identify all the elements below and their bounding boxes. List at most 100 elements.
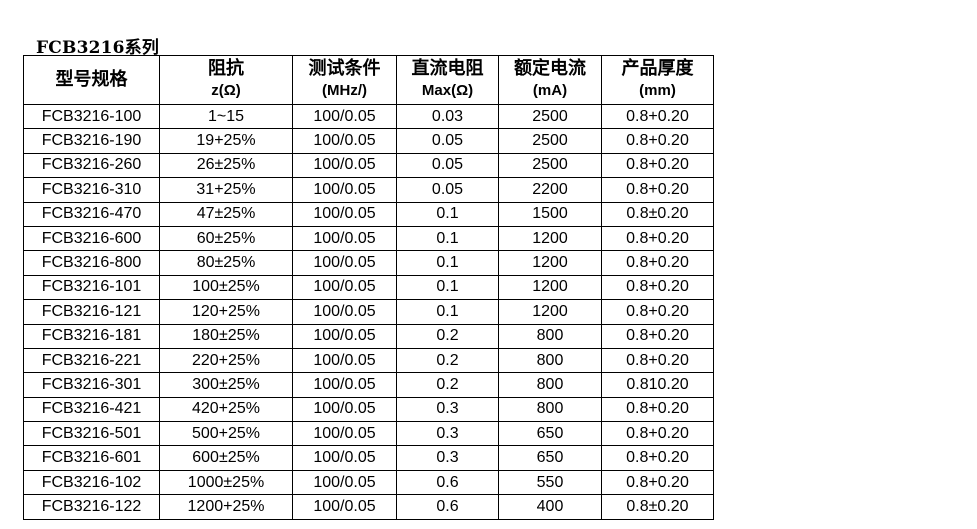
- cell-thickness: 0.8+0.20: [601, 225, 714, 252]
- cell-dc-resistance: 0.1: [396, 201, 499, 227]
- cell-impedance: 300±25%: [159, 372, 293, 398]
- table-row: FCB3216-121 120+25% 100/0.05 0.1 1200 0.8+0.2…: [23, 299, 714, 325]
- header-row: 型号规格 阻抗 z(Ω) 测试条件 (MHz/) 直流电阻 Max(Ω) 额定电流 (m…: [23, 55, 714, 105]
- cell-impedance: 47±25%: [159, 201, 293, 227]
- cell-dc-resistance: 0.3: [396, 396, 499, 423]
- cell-impedance: 31+25%: [159, 177, 293, 203]
- cell-model: FCB3216-190: [23, 128, 160, 154]
- cell-dc-resistance: 0.1: [396, 299, 499, 325]
- cell-rated-current: 2500: [498, 103, 602, 130]
- header-impedance: 阻抗 z(Ω): [159, 55, 293, 105]
- cell-dc-resistance: 0.05: [396, 152, 499, 179]
- cell-rated-current: 800: [498, 396, 602, 423]
- cell-rated-current: 2500: [498, 152, 602, 179]
- cell-thickness: 0.8+0.20: [601, 445, 714, 471]
- cell-test-condition: 100/0.05: [292, 347, 397, 374]
- table-row: FCB3216-421 420+25% 100/0.05 0.3 800 0.8+0.20: [23, 396, 714, 423]
- cell-dc-resistance: 0.03: [396, 103, 499, 130]
- cell-rated-current: 1200: [498, 250, 602, 276]
- cell-dc-resistance: 0.6: [396, 469, 499, 496]
- cell-thickness: 0.8+0.20: [601, 347, 714, 374]
- table-row: FCB3216-260 26±25% 100/0.05 0.05 2500 0.8+0.2…: [23, 152, 714, 179]
- cell-dc-resistance: 0.05: [396, 177, 499, 203]
- cell-model: FCB3216-501: [23, 421, 160, 447]
- cell-rated-current: 650: [498, 445, 602, 471]
- table-row: FCB3216-102 1000±25% 100/0.05 0.6 550 0.8+0.2…: [23, 469, 714, 496]
- cell-rated-current: 1200: [498, 299, 602, 325]
- cell-test-condition: 100/0.05: [292, 396, 397, 423]
- cell-model: FCB3216-221: [23, 347, 160, 374]
- table-row: FCB3216-800 80±25% 100/0.05 0.1 1200 0.8+0.20: [23, 250, 714, 276]
- cell-test-condition: 100/0.05: [292, 128, 397, 154]
- cell-dc-resistance: 0.05: [396, 128, 499, 154]
- cell-dc-resistance: 0.1: [396, 225, 499, 252]
- cell-model: FCB3216-601: [23, 445, 160, 471]
- cell-dc-resistance: 0.2: [396, 323, 499, 349]
- header-thickness: 产品厚度 (mm): [601, 55, 714, 105]
- cell-model: FCB3216-260: [23, 152, 160, 179]
- cell-model: FCB3216-600: [23, 225, 160, 252]
- table-row: FCB3216-470 47±25% 100/0.05 0.1 1500 0.8±0.20: [23, 201, 714, 227]
- cell-test-condition: 100/0.05: [292, 299, 397, 325]
- cell-impedance: 1~15: [159, 103, 293, 130]
- cell-test-condition: 100/0.05: [292, 445, 397, 471]
- cell-thickness: 0.8±0.20: [601, 201, 714, 227]
- cell-test-condition: 100/0.05: [292, 469, 397, 496]
- table-row: FCB3216-100 1~15 100/0.05 0.03 2500 0.8+0.20: [23, 103, 714, 130]
- cell-thickness: 0.8+0.20: [601, 128, 714, 154]
- table-row: FCB3216-301 300±25% 100/0.05 0.2 800 0.810.20: [23, 372, 714, 398]
- spec-table: 型号规格 阻抗 z(Ω) 测试条件 (MHz/) 直流电阻 Max(Ω) 额定电流 (m…: [23, 55, 714, 520]
- cell-impedance: 120+25%: [159, 299, 293, 325]
- cell-dc-resistance: 0.2: [396, 372, 499, 398]
- cell-model: FCB3216-101: [23, 274, 160, 301]
- header-dc-resistance: 直流电阻 Max(Ω): [396, 55, 499, 105]
- cell-test-condition: 100/0.05: [292, 201, 397, 227]
- cell-test-condition: 100/0.05: [292, 274, 397, 301]
- cell-dc-resistance: 0.1: [396, 250, 499, 276]
- header-model: 型号规格: [23, 55, 160, 105]
- cell-dc-resistance: 0.3: [396, 445, 499, 471]
- cell-model: FCB3216-121: [23, 299, 160, 325]
- table-row: FCB3216-600 60±25% 100/0.05 0.1 1200 0.8+0.20: [23, 225, 714, 252]
- cell-rated-current: 800: [498, 347, 602, 374]
- cell-impedance: 1000±25%: [159, 469, 293, 496]
- cell-impedance: 19+25%: [159, 128, 293, 154]
- cell-rated-current: 400: [498, 494, 602, 520]
- table-row: FCB3216-190 19+25% 100/0.05 0.05 2500 0.8+0.2…: [23, 128, 714, 154]
- cell-thickness: 0.8+0.20: [601, 274, 714, 301]
- cell-thickness: 0.8+0.20: [601, 396, 714, 423]
- cell-test-condition: 100/0.05: [292, 372, 397, 398]
- cell-impedance: 180±25%: [159, 323, 293, 349]
- cell-model: FCB3216-421: [23, 396, 160, 423]
- cell-rated-current: 650: [498, 421, 602, 447]
- cell-thickness: 0.8+0.20: [601, 469, 714, 496]
- cell-impedance: 1200+25%: [159, 494, 293, 520]
- cell-model: FCB3216-181: [23, 323, 160, 349]
- cell-rated-current: 1200: [498, 274, 602, 301]
- cell-test-condition: 100/0.05: [292, 103, 397, 130]
- cell-thickness: 0.810.20: [601, 372, 714, 398]
- cell-model: FCB3216-100: [23, 103, 160, 130]
- cell-rated-current: 1200: [498, 225, 602, 252]
- cell-thickness: 0.8+0.20: [601, 421, 714, 447]
- cell-thickness: 0.8+0.20: [601, 323, 714, 349]
- cell-thickness: 0.8+0.20: [601, 299, 714, 325]
- cell-test-condition: 100/0.05: [292, 177, 397, 203]
- table-row: FCB3216-122 1200+25% 100/0.05 0.6 400 0.8±0.2…: [23, 494, 714, 520]
- cell-rated-current: 2200: [498, 177, 602, 203]
- cell-thickness: 0.8+0.20: [601, 177, 714, 203]
- cell-impedance: 60±25%: [159, 225, 293, 252]
- cell-thickness: 0.8±0.20: [601, 494, 714, 520]
- cell-rated-current: 800: [498, 372, 602, 398]
- cell-rated-current: 800: [498, 323, 602, 349]
- cell-impedance: 100±25%: [159, 274, 293, 301]
- cell-test-condition: 100/0.05: [292, 421, 397, 447]
- cell-impedance: 500+25%: [159, 421, 293, 447]
- table-row: FCB3216-221 220+25% 100/0.05 0.2 800 0.8+0.20: [23, 347, 714, 374]
- cell-impedance: 220+25%: [159, 347, 293, 374]
- cell-test-condition: 100/0.05: [292, 152, 397, 179]
- table-row: FCB3216-310 31+25% 100/0.05 0.05 2200 0.8+0.2…: [23, 177, 714, 203]
- cell-impedance: 26±25%: [159, 152, 293, 179]
- cell-model: FCB3216-102: [23, 469, 160, 496]
- cell-dc-resistance: 0.2: [396, 347, 499, 374]
